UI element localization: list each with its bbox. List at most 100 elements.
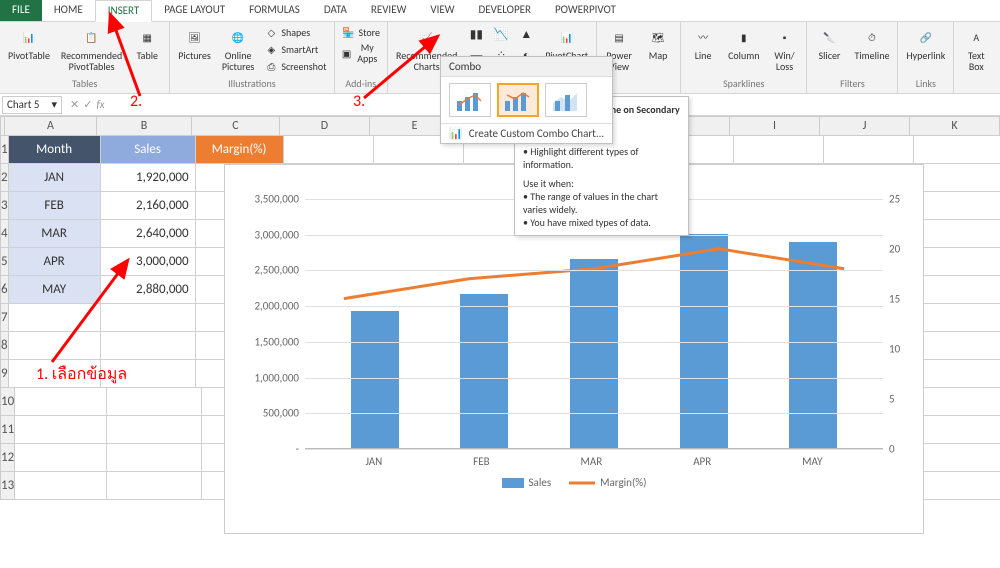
cell[interactable]	[824, 136, 914, 164]
row-header[interactable]: 1	[0, 136, 9, 164]
pivottable-button[interactable]: 📊PivotTable	[4, 24, 54, 63]
row-header[interactable]: 3	[0, 192, 9, 220]
combo-option-3[interactable]	[545, 83, 587, 117]
online-pictures-button[interactable]: 🌐OnlinePictures	[218, 24, 259, 74]
tab-view[interactable]: VIEW	[418, 0, 466, 21]
cell[interactable]	[15, 444, 107, 472]
map-button[interactable]: 🗺Map	[640, 24, 676, 63]
cell[interactable]	[920, 416, 1000, 444]
cell[interactable]: 2,640,000	[101, 220, 196, 248]
column-header[interactable]: D	[280, 116, 370, 136]
cell[interactable]	[920, 444, 1000, 472]
cell[interactable]	[107, 444, 202, 472]
pictures-button[interactable]: 🖼Pictures	[174, 24, 215, 63]
table-button[interactable]: ▦Table	[129, 24, 165, 63]
tab-formulas[interactable]: FORMULAS	[237, 0, 312, 21]
cell[interactable]	[9, 332, 101, 360]
cell[interactable]	[9, 304, 101, 332]
name-box[interactable]: Chart 5▾	[2, 96, 62, 114]
cell[interactable]	[914, 276, 1000, 304]
column-header[interactable]: A	[5, 116, 97, 136]
cell[interactable]	[734, 136, 824, 164]
combo-option-1[interactable]	[449, 83, 491, 117]
cell[interactable]	[914, 136, 1000, 164]
cell[interactable]: Sales	[101, 136, 196, 164]
cell[interactable]	[914, 164, 1000, 192]
cell[interactable]	[107, 472, 202, 500]
tab-file[interactable]: FILE	[0, 0, 42, 21]
cell[interactable]	[9, 360, 101, 388]
row-header[interactable]: 2	[0, 164, 9, 192]
sparkline-column-button[interactable]: ▮Column	[724, 24, 763, 63]
sparkline-winloss-button[interactable]: ▪Win/Loss	[766, 24, 802, 74]
screenshot-button[interactable]: ⎙Screenshot	[261, 58, 329, 74]
tab-data[interactable]: DATA	[312, 0, 359, 21]
cell[interactable]	[101, 360, 196, 388]
column-header[interactable]: K	[910, 116, 1000, 136]
tab-page-layout[interactable]: PAGE LAYOUT	[152, 0, 237, 21]
cell[interactable]	[101, 304, 196, 332]
cell[interactable]	[15, 416, 107, 444]
cell[interactable]	[914, 192, 1000, 220]
cell[interactable]: 3,000,000	[101, 248, 196, 276]
row-header[interactable]: 5	[0, 248, 9, 276]
combo-create-custom[interactable]: 📊Create Custom Combo Chart...	[441, 123, 612, 143]
cell[interactable]: APR	[9, 248, 101, 276]
cell[interactable]	[914, 220, 1000, 248]
store-button[interactable]: 🏪Store	[339, 24, 383, 40]
timeline-button[interactable]: ⏱Timeline	[850, 24, 893, 63]
cell[interactable]	[284, 136, 374, 164]
chart-line-button[interactable]: 📉	[489, 24, 513, 44]
cell[interactable]	[914, 248, 1000, 276]
row-header[interactable]: 8	[0, 332, 9, 360]
myapps-button[interactable]: ▣My Apps	[339, 41, 383, 65]
cell[interactable]	[101, 332, 196, 360]
cell[interactable]: Margin(%)	[196, 136, 284, 164]
row-header[interactable]: 7	[0, 304, 9, 332]
cell[interactable]	[920, 388, 1000, 416]
slicer-button[interactable]: 🔪Slicer	[811, 24, 847, 63]
cell[interactable]: 1,920,000	[101, 164, 196, 192]
row-header[interactable]: 12	[0, 444, 15, 472]
cancel-icon[interactable]: ✕	[70, 98, 79, 111]
enter-icon[interactable]: ✓	[83, 98, 92, 111]
tab-insert[interactable]: INSERT	[95, 0, 153, 22]
row-header[interactable]: 10	[0, 388, 15, 416]
column-header[interactable]: C	[192, 116, 280, 136]
cell[interactable]	[15, 472, 107, 500]
column-header[interactable]: J	[820, 116, 910, 136]
recommended-pivot-button[interactable]: 📋RecommendedPivotTables	[57, 24, 126, 74]
tab-developer[interactable]: DEVELOPER	[467, 0, 543, 21]
sparkline-line-button[interactable]: 〰Line	[685, 24, 721, 63]
row-header[interactable]: 11	[0, 416, 15, 444]
combo-option-2-selected[interactable]	[497, 83, 539, 117]
row-header[interactable]: 13	[0, 472, 15, 500]
tab-powerpivot[interactable]: POWERPIVOT	[543, 0, 628, 21]
cell[interactable]: JAN	[9, 164, 101, 192]
chart-column-button[interactable]: ▮▮	[464, 24, 488, 44]
shapes-button[interactable]: ◇Shapes	[261, 24, 329, 40]
row-header[interactable]: 9	[0, 360, 9, 388]
textbox-button[interactable]: ATextBox	[958, 24, 994, 74]
cell[interactable]	[914, 332, 1000, 360]
cell[interactable]	[107, 416, 202, 444]
chart-area-button[interactable]: ▲	[514, 24, 538, 44]
tab-home[interactable]: HOME	[42, 0, 95, 21]
fx-button[interactable]: fx	[96, 98, 104, 111]
cell[interactable]: MAR	[9, 220, 101, 248]
cell[interactable]: FEB	[9, 192, 101, 220]
cell[interactable]	[914, 304, 1000, 332]
hyperlink-button[interactable]: 🔗Hyperlink	[902, 24, 949, 63]
cell[interactable]	[914, 360, 1000, 388]
column-header[interactable]: B	[97, 116, 192, 136]
cell[interactable]: Month	[9, 136, 101, 164]
cell[interactable]: 2,160,000	[101, 192, 196, 220]
row-header[interactable]: 4	[0, 220, 9, 248]
row-header[interactable]: 6	[0, 276, 9, 304]
column-header[interactable]: I	[730, 116, 820, 136]
cell[interactable]	[107, 388, 202, 416]
cell[interactable]	[920, 472, 1000, 500]
cell[interactable]: 2,880,000	[101, 276, 196, 304]
cell[interactable]	[15, 388, 107, 416]
smartart-button[interactable]: ◈SmartArt	[261, 41, 329, 57]
